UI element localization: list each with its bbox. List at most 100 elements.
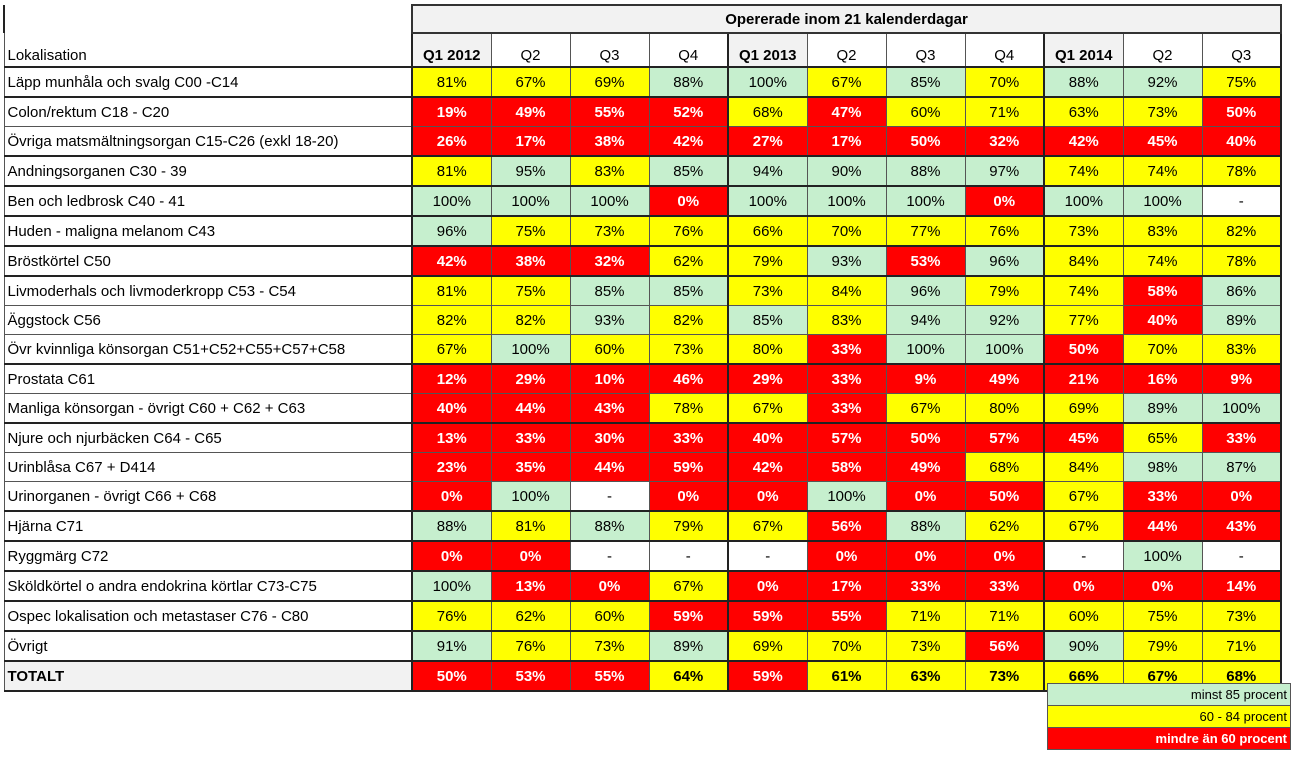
value-cell: 97% bbox=[964, 155, 1045, 187]
value-cell: 76% bbox=[648, 215, 729, 247]
table-row: Urinorganen - övrigt C66 + C68 0% 100% -0% 0… bbox=[3, 481, 1282, 512]
value-cell: 60% bbox=[885, 96, 966, 127]
value-cell: 9% bbox=[885, 363, 966, 394]
value-cell: 33% bbox=[806, 363, 887, 394]
column-header: Q2 bbox=[490, 32, 571, 68]
table-row: Livmoderhals och livmoderkropp C53 - C54… bbox=[3, 275, 1282, 306]
value-cell: 33% bbox=[648, 422, 729, 453]
value-cell: 13% bbox=[490, 570, 571, 602]
value-cell: 21% bbox=[1043, 363, 1124, 394]
value-cell: 27% bbox=[727, 126, 808, 157]
value-cell: 44% bbox=[1122, 510, 1203, 542]
value-cell: 88% bbox=[569, 510, 650, 542]
value-cell: 82% bbox=[490, 305, 571, 335]
value-cell: 77% bbox=[1043, 305, 1124, 335]
value-cell: 30% bbox=[569, 422, 650, 453]
row-label: Läpp munhåla och svalg C00 -C14 bbox=[3, 66, 413, 98]
value-cell: 49% bbox=[964, 363, 1045, 394]
value-cell: 85% bbox=[569, 275, 650, 306]
row-label: Hjärna C71 bbox=[3, 510, 413, 542]
value-cell: 14% bbox=[1201, 570, 1282, 602]
value-cell: 88% bbox=[885, 155, 966, 187]
value-cell: 38% bbox=[490, 245, 571, 277]
value-cell: 0% bbox=[411, 481, 492, 512]
value-cell: 85% bbox=[727, 305, 808, 335]
value-cell: 0% bbox=[885, 540, 966, 572]
value-cell: 69% bbox=[1043, 393, 1124, 424]
value-cell: 73% bbox=[1201, 600, 1282, 632]
table-row: Ospec lokalisation och metastaser C76 - … bbox=[3, 600, 1282, 632]
value-cell: 0% bbox=[490, 540, 571, 572]
value-cell: 40% bbox=[1201, 126, 1282, 157]
row-label: Colon/rektum C18 - C20 bbox=[3, 96, 413, 127]
value-cell: 81% bbox=[411, 275, 492, 306]
value-cell: - bbox=[1043, 540, 1124, 572]
value-cell: 73% bbox=[569, 215, 650, 247]
value-cell: 100% bbox=[411, 570, 492, 602]
value-cell: 32% bbox=[569, 245, 650, 277]
value-cell: 57% bbox=[806, 422, 887, 453]
value-cell: 67% bbox=[806, 66, 887, 98]
value-cell: 83% bbox=[806, 305, 887, 335]
column-header: Q1 2012 bbox=[411, 32, 492, 68]
row-label: Urinorganen - övrigt C66 + C68 bbox=[3, 481, 413, 512]
value-cell: 100% bbox=[411, 185, 492, 217]
value-cell: 73% bbox=[648, 334, 729, 365]
row-label: Prostata C61 bbox=[3, 363, 413, 394]
table-row: Njure och njurbäcken C64 - C65 13% 33% 30% 3… bbox=[3, 422, 1282, 453]
value-cell: 67% bbox=[885, 393, 966, 424]
value-cell: 58% bbox=[1122, 275, 1203, 306]
value-cell: 78% bbox=[1201, 245, 1282, 277]
table-row: Äggstock C56 82% 82% 93% 82% 85% 83% 94% 92% 77% 4… bbox=[3, 305, 1282, 335]
value-cell: 59% bbox=[727, 660, 808, 692]
value-cell: 59% bbox=[648, 452, 729, 482]
value-cell: 62% bbox=[648, 245, 729, 277]
value-cell: 50% bbox=[885, 422, 966, 453]
column-header: Q1 2014 bbox=[1043, 32, 1124, 68]
value-cell: 29% bbox=[727, 363, 808, 394]
value-cell: 76% bbox=[411, 600, 492, 632]
row-label: Övr kvinnliga könsorgan C51+C52+C55+C57+… bbox=[3, 334, 413, 365]
value-cell: 17% bbox=[806, 126, 887, 157]
value-cell: 33% bbox=[806, 334, 887, 365]
value-cell: 19% bbox=[411, 96, 492, 127]
value-cell: 85% bbox=[885, 66, 966, 98]
legend-entry: minst 85 procent bbox=[1047, 683, 1291, 706]
value-cell: 82% bbox=[648, 305, 729, 335]
value-cell: - bbox=[1201, 185, 1282, 217]
value-cell: 85% bbox=[648, 275, 729, 306]
value-cell: 91% bbox=[411, 630, 492, 662]
value-cell: 55% bbox=[569, 96, 650, 127]
value-cell: 90% bbox=[806, 155, 887, 187]
value-cell: 73% bbox=[964, 660, 1045, 692]
value-cell: 94% bbox=[727, 155, 808, 187]
value-cell: 0% bbox=[569, 570, 650, 602]
value-cell: 79% bbox=[964, 275, 1045, 306]
value-cell: 26% bbox=[411, 126, 492, 157]
value-cell: 89% bbox=[1201, 305, 1282, 335]
row-label: Övrigt bbox=[3, 630, 413, 662]
value-cell: 83% bbox=[1122, 215, 1203, 247]
value-cell: 78% bbox=[648, 393, 729, 424]
column-header: Q3 bbox=[885, 32, 966, 68]
value-cell: 0% bbox=[885, 481, 966, 512]
value-cell: 10% bbox=[569, 363, 650, 394]
value-cell: 50% bbox=[885, 126, 966, 157]
value-cell: 0% bbox=[1043, 570, 1124, 602]
table-row: Colon/rektum C18 - C20 19% 49% 55% 52% 68% 47%… bbox=[3, 96, 1282, 127]
value-cell: 76% bbox=[490, 630, 571, 662]
value-cell: 35% bbox=[490, 452, 571, 482]
value-cell: 47% bbox=[806, 96, 887, 127]
value-cell: 75% bbox=[490, 275, 571, 306]
value-cell: 83% bbox=[1201, 334, 1282, 365]
table-row: Hjärna C71 88% 81% 88% 79% 67% 56% 88% 62% 67% 44%… bbox=[3, 510, 1282, 542]
value-cell: 100% bbox=[806, 185, 887, 217]
table-row: Övr kvinnliga könsorgan C51+C52+C55+C57+… bbox=[3, 334, 1282, 365]
column-header: Q2 bbox=[806, 32, 887, 68]
value-cell: 0% bbox=[648, 185, 729, 217]
value-cell: 70% bbox=[806, 630, 887, 662]
value-cell: 0% bbox=[411, 540, 492, 572]
value-cell: 0% bbox=[1201, 481, 1282, 512]
value-cell: 55% bbox=[569, 660, 650, 692]
value-cell: 100% bbox=[1122, 540, 1203, 572]
